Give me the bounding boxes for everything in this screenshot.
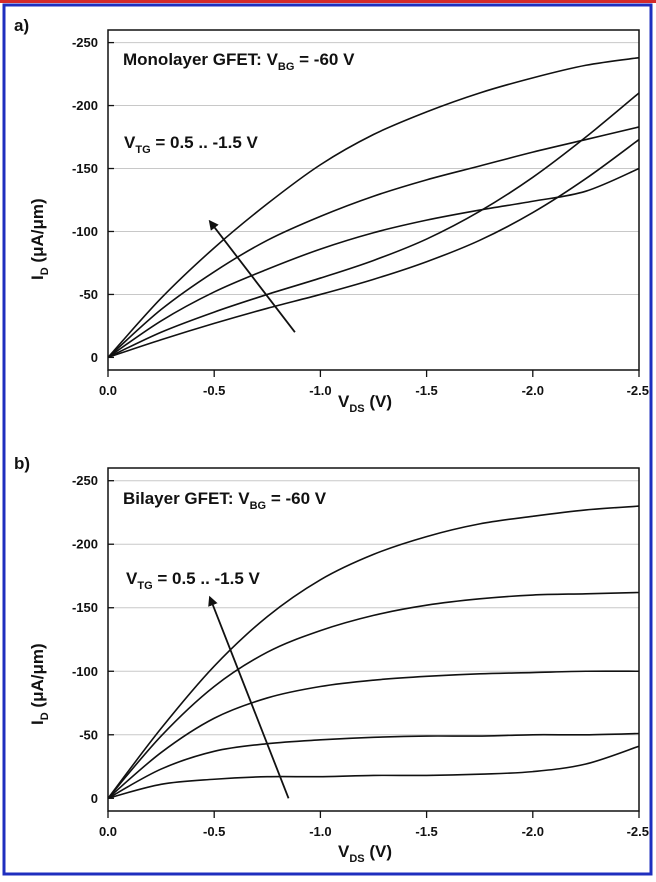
panel-b-y-tick-label: -100 [72,664,98,679]
panel-b-y-tick-label: 0 [91,791,98,806]
panel-a: a) 0.0 -0.5 -1.0 -1.5 -2.0 -2.5 0 -50 -100 -150 -… [14,16,649,415]
panel-a-y-tick-label: -200 [72,98,98,113]
panel-b-curve-2 [107,732,640,800]
panel-a-y-tick-label: 0 [91,350,98,365]
panel-b-trend-arrow [208,595,290,799]
panel-b-x-tick-label: -1.0 [309,824,331,839]
panel-b-y-ticks: 0 -50 -100 -150 -200 -250 [72,473,114,806]
panel-b-x-tick-label: -1.5 [415,824,437,839]
panel-a-x-tick-label: -2.5 [627,383,649,398]
panel-a-x-ticks: 0.0 -0.5 -1.0 -1.5 -2.0 -2.5 [99,370,649,398]
panel-a-x-tick-label: 0.0 [99,383,117,398]
panel-b: b) 0.0 -0.5 -1.0 -1.5 -2.0 -2.5 0 -50 -100 -150 -… [14,454,649,865]
panel-b-y-tick-label: -50 [79,727,98,742]
panel-a-x-tick-label: -2.0 [522,383,544,398]
top-rule [0,0,656,3]
panel-a-trend-arrow [208,219,296,333]
panel-a-label: a) [14,16,29,35]
panel-b-curves [107,505,640,800]
panel-b-curve-3 [107,670,640,799]
panel-a-curve-4 [107,126,640,359]
panel-b-x-tick-label: 0.0 [99,824,117,839]
panel-b-arrow [208,595,290,799]
panel-a-y-tick-label: -50 [79,287,98,302]
panel-a-vtg-annotation: VTG = 0.5 .. -1.5 V [124,133,259,156]
panel-a-y-axis-title: ID (μA/μm) [28,198,51,280]
figure-border [2,3,653,876]
panel-a-y-ticks: 0 -50 -100 -150 -200 -250 [72,35,114,365]
panel-b-label: b) [14,454,30,473]
panel-b-x-tick-label: -2.0 [522,824,544,839]
panel-a-y-tick-label: -150 [72,161,98,176]
panel-a-x-tick-label: -1.5 [415,383,437,398]
panel-b-curve-5 [107,505,640,799]
panel-a-curve-5 [107,56,640,358]
panel-b-plot-frame [107,467,640,812]
panel-a-arrow [208,219,296,333]
panel-a-curves [107,56,640,359]
panel-a-x-axis-title: VDS (V) [338,392,392,415]
panel-b-x-tick-label: -0.5 [203,824,225,839]
panel-a-curve-2 [107,138,640,359]
panel-a-curve-3 [107,167,640,359]
panel-a-plot-frame [107,29,640,371]
panel-b-x-axis-title: VDS (V) [338,842,392,865]
panel-b-curve-4 [107,591,640,799]
panel-b-y-tick-label: -250 [72,473,98,488]
panel-a-title: Monolayer GFET: VBG = -60 V [123,50,355,73]
panel-b-vtg-annotation: VTG = 0.5 .. -1.5 V [126,569,261,592]
panel-b-grid [108,480,639,736]
panel-b-y-tick-label: -150 [72,600,98,615]
panel-b-y-axis-title: ID (μA/μm) [28,643,51,725]
panel-a-grid [108,42,639,295]
panel-a-y-tick-label: -100 [72,224,98,239]
panel-a-y-tick-label: -250 [72,35,98,50]
panel-b-x-tick-label: -2.5 [627,824,649,839]
panel-b-curve-1 [107,745,640,800]
panel-b-y-tick-label: -200 [72,537,98,552]
panel-a-curve-1 [107,92,640,359]
panel-a-x-tick-label: -1.0 [309,383,331,398]
panel-a-x-tick-label: -0.5 [203,383,225,398]
panel-b-x-ticks: 0.0 -0.5 -1.0 -1.5 -2.0 -2.5 [99,811,649,839]
panel-b-title: Bilayer GFET: VBG = -60 V [123,489,327,512]
